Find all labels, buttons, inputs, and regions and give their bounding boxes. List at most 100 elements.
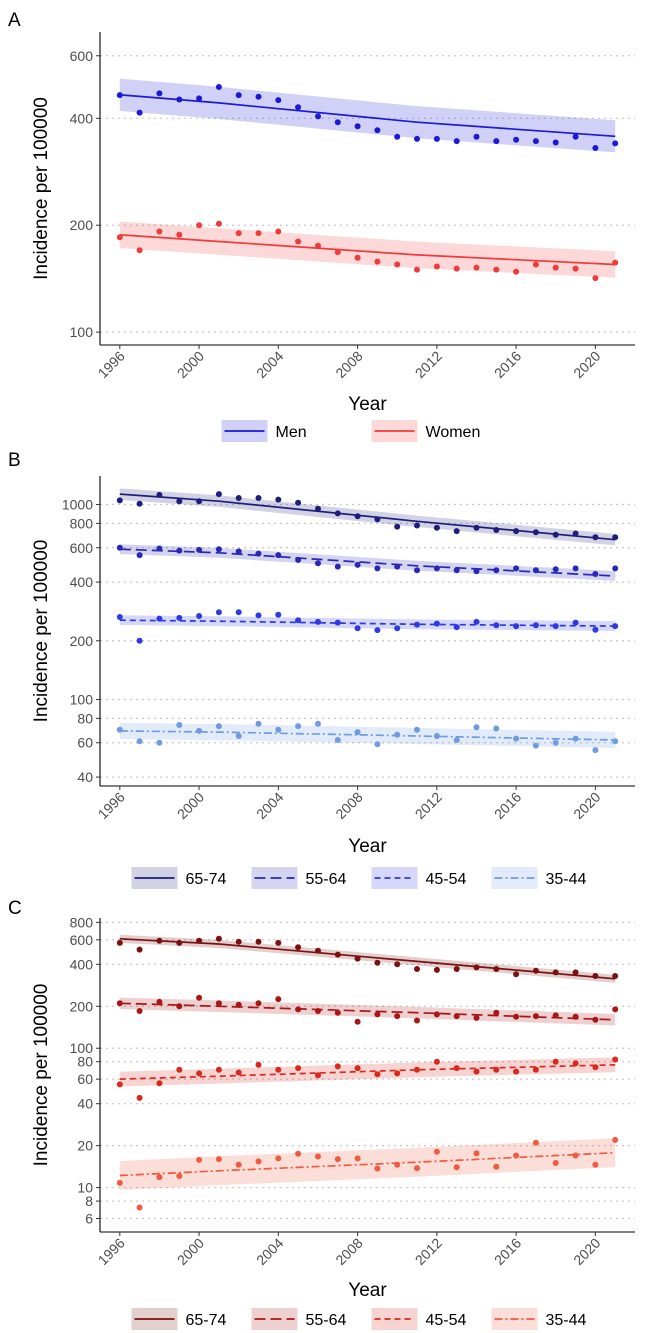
legend-label: 65-74 [186,871,227,888]
data-point [334,1009,341,1016]
data-point [255,550,262,557]
legend: 65-74 55-64 45-54 35-44 [131,1308,587,1330]
data-point [116,92,123,99]
data-point [374,627,381,634]
data-point [156,90,163,97]
legend-entry: 65-74 [131,1308,227,1330]
data-point [295,556,302,563]
data-point [315,560,321,567]
legend-label: Women [426,424,481,441]
data-point [532,967,539,974]
data-point [176,96,183,103]
panel-letter: C [8,898,22,919]
series-men [116,78,619,153]
data-point [235,1161,242,1168]
x-tick-label: 2016 [491,789,524,822]
data-point [612,1006,619,1013]
data-point [156,545,163,552]
data-point [354,123,361,130]
y-tick-label: 100 [70,324,94,340]
series-35-44 [116,720,619,754]
data-point [116,726,123,733]
data-point [414,1165,420,1172]
data-point [592,275,599,282]
data-point [295,1006,302,1013]
data-point [374,1165,381,1172]
legend: Men Women [221,420,481,442]
data-point [433,1148,440,1155]
data-point [473,1068,480,1075]
data-point [493,1066,500,1073]
data-point [394,133,401,140]
data-point [572,1013,579,1020]
data-point [453,624,460,631]
data-point [552,739,559,746]
y-tick-label: 80 [77,710,93,726]
data-point [612,259,619,266]
data-point [136,500,143,507]
x-tick-label: 2012 [412,348,445,381]
data-point [612,738,619,745]
x-tick-label: 2012 [412,789,445,822]
confidence-band [119,78,616,153]
series-45-54 [116,609,619,644]
data-point [433,1011,440,1018]
data-point [196,222,203,229]
data-point [196,994,203,1001]
data-point [136,1204,143,1211]
data-point [334,119,341,126]
data-point [116,497,123,504]
data-point [156,739,163,746]
y-tick-label: 400 [70,574,94,590]
data-point [255,612,262,619]
data-point [394,731,401,738]
data-point [532,622,539,629]
data-point [572,969,579,976]
data-point [255,93,262,100]
trend-line [119,93,616,138]
data-point [196,727,203,734]
series-55-64 [116,544,619,581]
data-point [334,1156,341,1163]
data-point [493,725,500,732]
data-point [433,966,440,973]
data-point [572,1060,579,1067]
data-point [493,567,500,574]
data-point [572,565,579,572]
x-tick-label: 2016 [491,1235,524,1268]
data-point [473,964,480,971]
data-point [215,723,222,730]
legend-entry: 65-74 [131,867,227,889]
x-axis-title: Year [348,836,387,857]
data-point [136,247,143,254]
data-point [552,623,559,630]
x-tick-label: 2008 [332,789,365,822]
data-point [453,567,460,574]
data-point [196,1156,203,1163]
data-point [433,263,440,270]
data-point [532,1066,539,1073]
data-point [414,135,420,142]
data-point [572,619,579,626]
data-point [215,546,222,553]
x-axis-title: Year [348,394,387,415]
panel-b: B 40 60 80 100 200 400 600 800 1000 1996 2000 2004 20… [8,450,635,889]
data-point [433,1058,440,1065]
data-point [592,626,599,633]
data-point [394,1070,401,1077]
y-tick-label: 800 [70,515,94,531]
y-tick-label: 8 [85,1193,93,1209]
series-35-44 [116,1136,619,1211]
x-tick-label: 2000 [174,348,207,381]
data-point [473,264,480,271]
data-point [315,505,321,512]
data-point [354,254,361,261]
data-point [433,524,440,531]
data-point [215,1000,222,1007]
data-point [532,529,539,536]
data-point [513,1013,520,1020]
data-point [176,498,183,505]
y-tick-label: 60 [77,735,93,751]
data-point [453,265,460,272]
data-point [513,1068,520,1075]
